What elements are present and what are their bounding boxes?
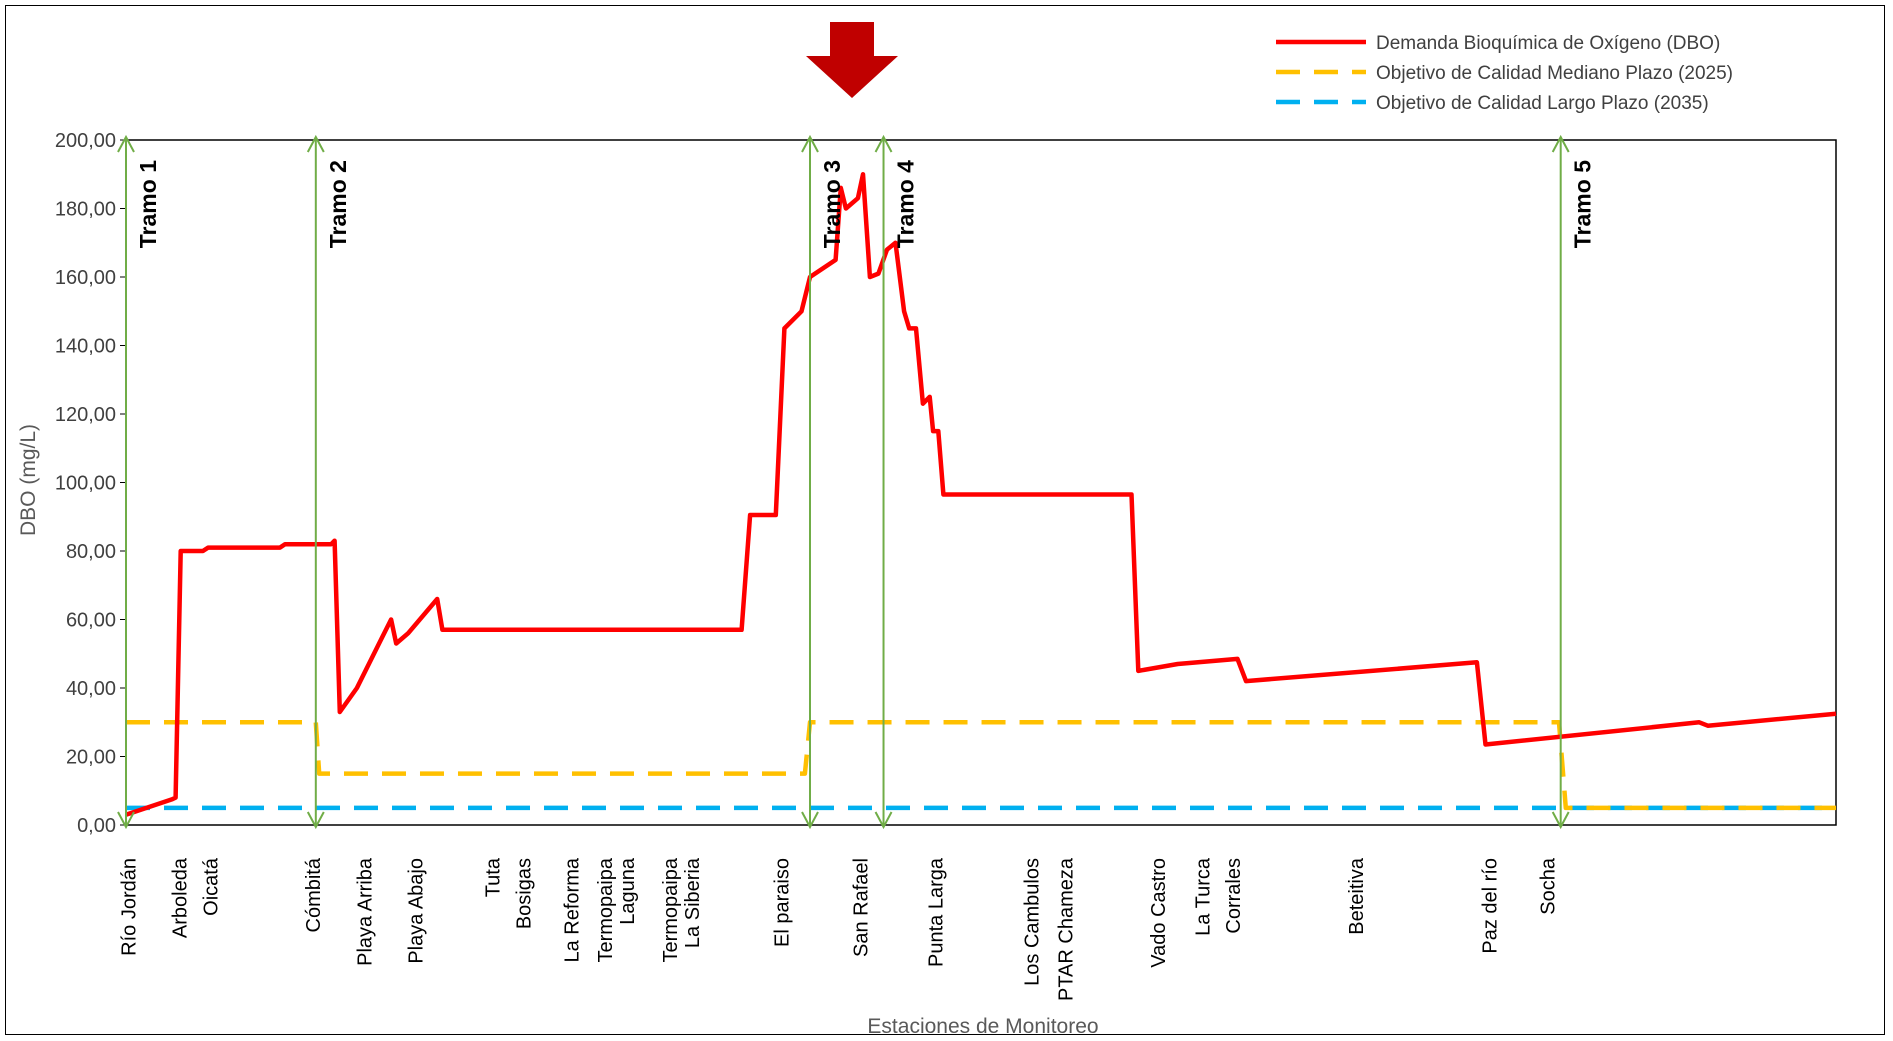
tramo-label: Tramo 1 [135,160,161,248]
arrow-indicator [806,22,898,98]
y-tick-label: 100,00 [55,473,116,495]
x-axis-stations: Río Jordán Arboleda Oicatá Cómbitá Playa Arr… [118,857,1560,1001]
station-label: El paraiso [772,858,794,947]
station-label: Oicatá [201,857,223,916]
tramo-markers: Tramo 1 Tramo 2 Tramo 3 Tramo 4 Tramo 5 [117,134,1596,830]
y-tick-label: 20,00 [66,747,116,769]
station-label: Laguna [617,857,639,925]
station-label: Beteitiva [1346,857,1368,935]
tramo-label: Tramo 2 [325,160,351,248]
station-label: PTAR Chameza [1056,857,1078,1001]
y-tick-label: 0,00 [77,815,116,837]
arrowhead-down-icon [1551,811,1570,830]
y-tick-label: 160,00 [55,267,116,289]
legend-label: Demanda Bioquímica de Oxígeno (DBO) [1376,33,1720,54]
station-label: Río Jordán [118,858,140,956]
station-label: Playa Abajo [406,858,428,964]
y-axis-ticks: 0,00 20,00 40,00 60,00 80,00 100,00 120,00 140,… [55,130,126,837]
arrowhead-down-icon [306,811,325,830]
y-axis-title: DBO (mg/L) [17,424,40,536]
arrowhead-down-icon [801,811,819,830]
arrowhead-up-icon [874,134,893,153]
y-tick-label: 200,00 [55,130,116,152]
series-lines [125,172,1837,817]
legend-label: Objetivo de Calidad Mediano Plazo (2025) [1376,63,1733,84]
tramo-label: Tramo 5 [1570,160,1596,248]
station-label: Bosigas [513,858,535,929]
y-tick-label: 180,00 [55,199,116,221]
station-label: La Turca [1192,857,1214,936]
arrowhead-down-icon [117,811,135,830]
tramo-label: Tramo 3 [819,160,845,248]
station-label: Los Cambulos [1021,858,1043,986]
station-label: Cómbitá [303,857,325,932]
station-label: Paz del río [1480,858,1502,954]
x-axis-title: Estaciones de Monitoreo [867,1015,1098,1038]
y-tick-label: 80,00 [66,541,116,563]
arrowhead-up-icon [117,134,135,153]
legend: Demanda Bioquímica de Oxígeno (DBO) Objet… [1276,33,1733,114]
y-tick-label: 140,00 [55,336,116,358]
series-line-1 [125,172,1837,817]
arrowhead-up-icon [306,134,325,153]
tramo-label: Tramo 4 [893,160,919,248]
station-label: Tuta [483,857,505,897]
station-label: Vado Castro [1148,858,1170,968]
arrowhead-down-icon [874,811,893,830]
station-label: San Rafael [850,858,872,957]
station-label: Arboleda [170,857,192,938]
station-label: Termopaipa [595,857,617,962]
legend-label: Objetivo de Calidad Largo Plazo (2035) [1376,93,1709,114]
y-tick-label: 120,00 [55,404,116,426]
station-label: Socha [1538,857,1560,915]
down-arrow-icon [806,22,898,98]
y-tick-label: 60,00 [66,610,116,632]
station-label: La Reforma [561,857,583,962]
station-label: Corrales [1223,858,1245,934]
arrowhead-up-icon [1551,134,1570,153]
y-tick-label: 40,00 [66,678,116,700]
station-label: La Siberia [682,857,704,948]
station-label: Playa Arriba [354,857,376,966]
station-label: Punta Larga [926,857,948,967]
station-label: Termopaipa [660,857,682,962]
chart-frame [5,5,1885,1035]
arrowhead-up-icon [801,134,819,153]
